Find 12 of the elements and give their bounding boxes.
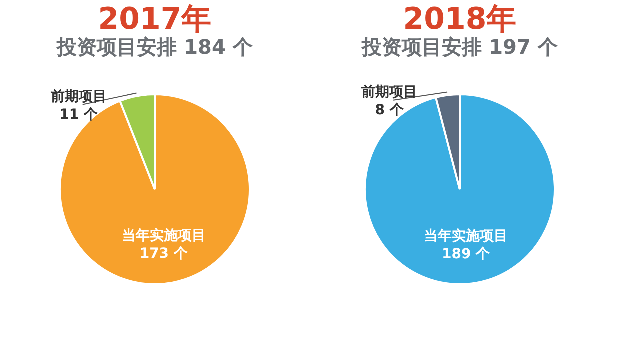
chart-subtitle: 投资项目安排 197 个 xyxy=(361,35,558,59)
slice-label: 当年实施项目 xyxy=(122,227,206,244)
slice-label: 前期项目 xyxy=(50,88,107,105)
chart-title: 2018年 xyxy=(403,2,517,37)
chart-subtitle: 投资项目安排 184 个 xyxy=(56,35,253,59)
chart-title: 2017年 xyxy=(98,2,212,37)
data-label: 11 个 xyxy=(60,106,99,123)
data-label: 173 个 xyxy=(140,246,189,262)
data-label: 189 个 xyxy=(442,246,492,263)
slice-label: 前期项目 xyxy=(360,84,418,100)
data-label: 8 个 xyxy=(375,102,405,118)
slice-label: 当年实施项目 xyxy=(424,228,508,245)
